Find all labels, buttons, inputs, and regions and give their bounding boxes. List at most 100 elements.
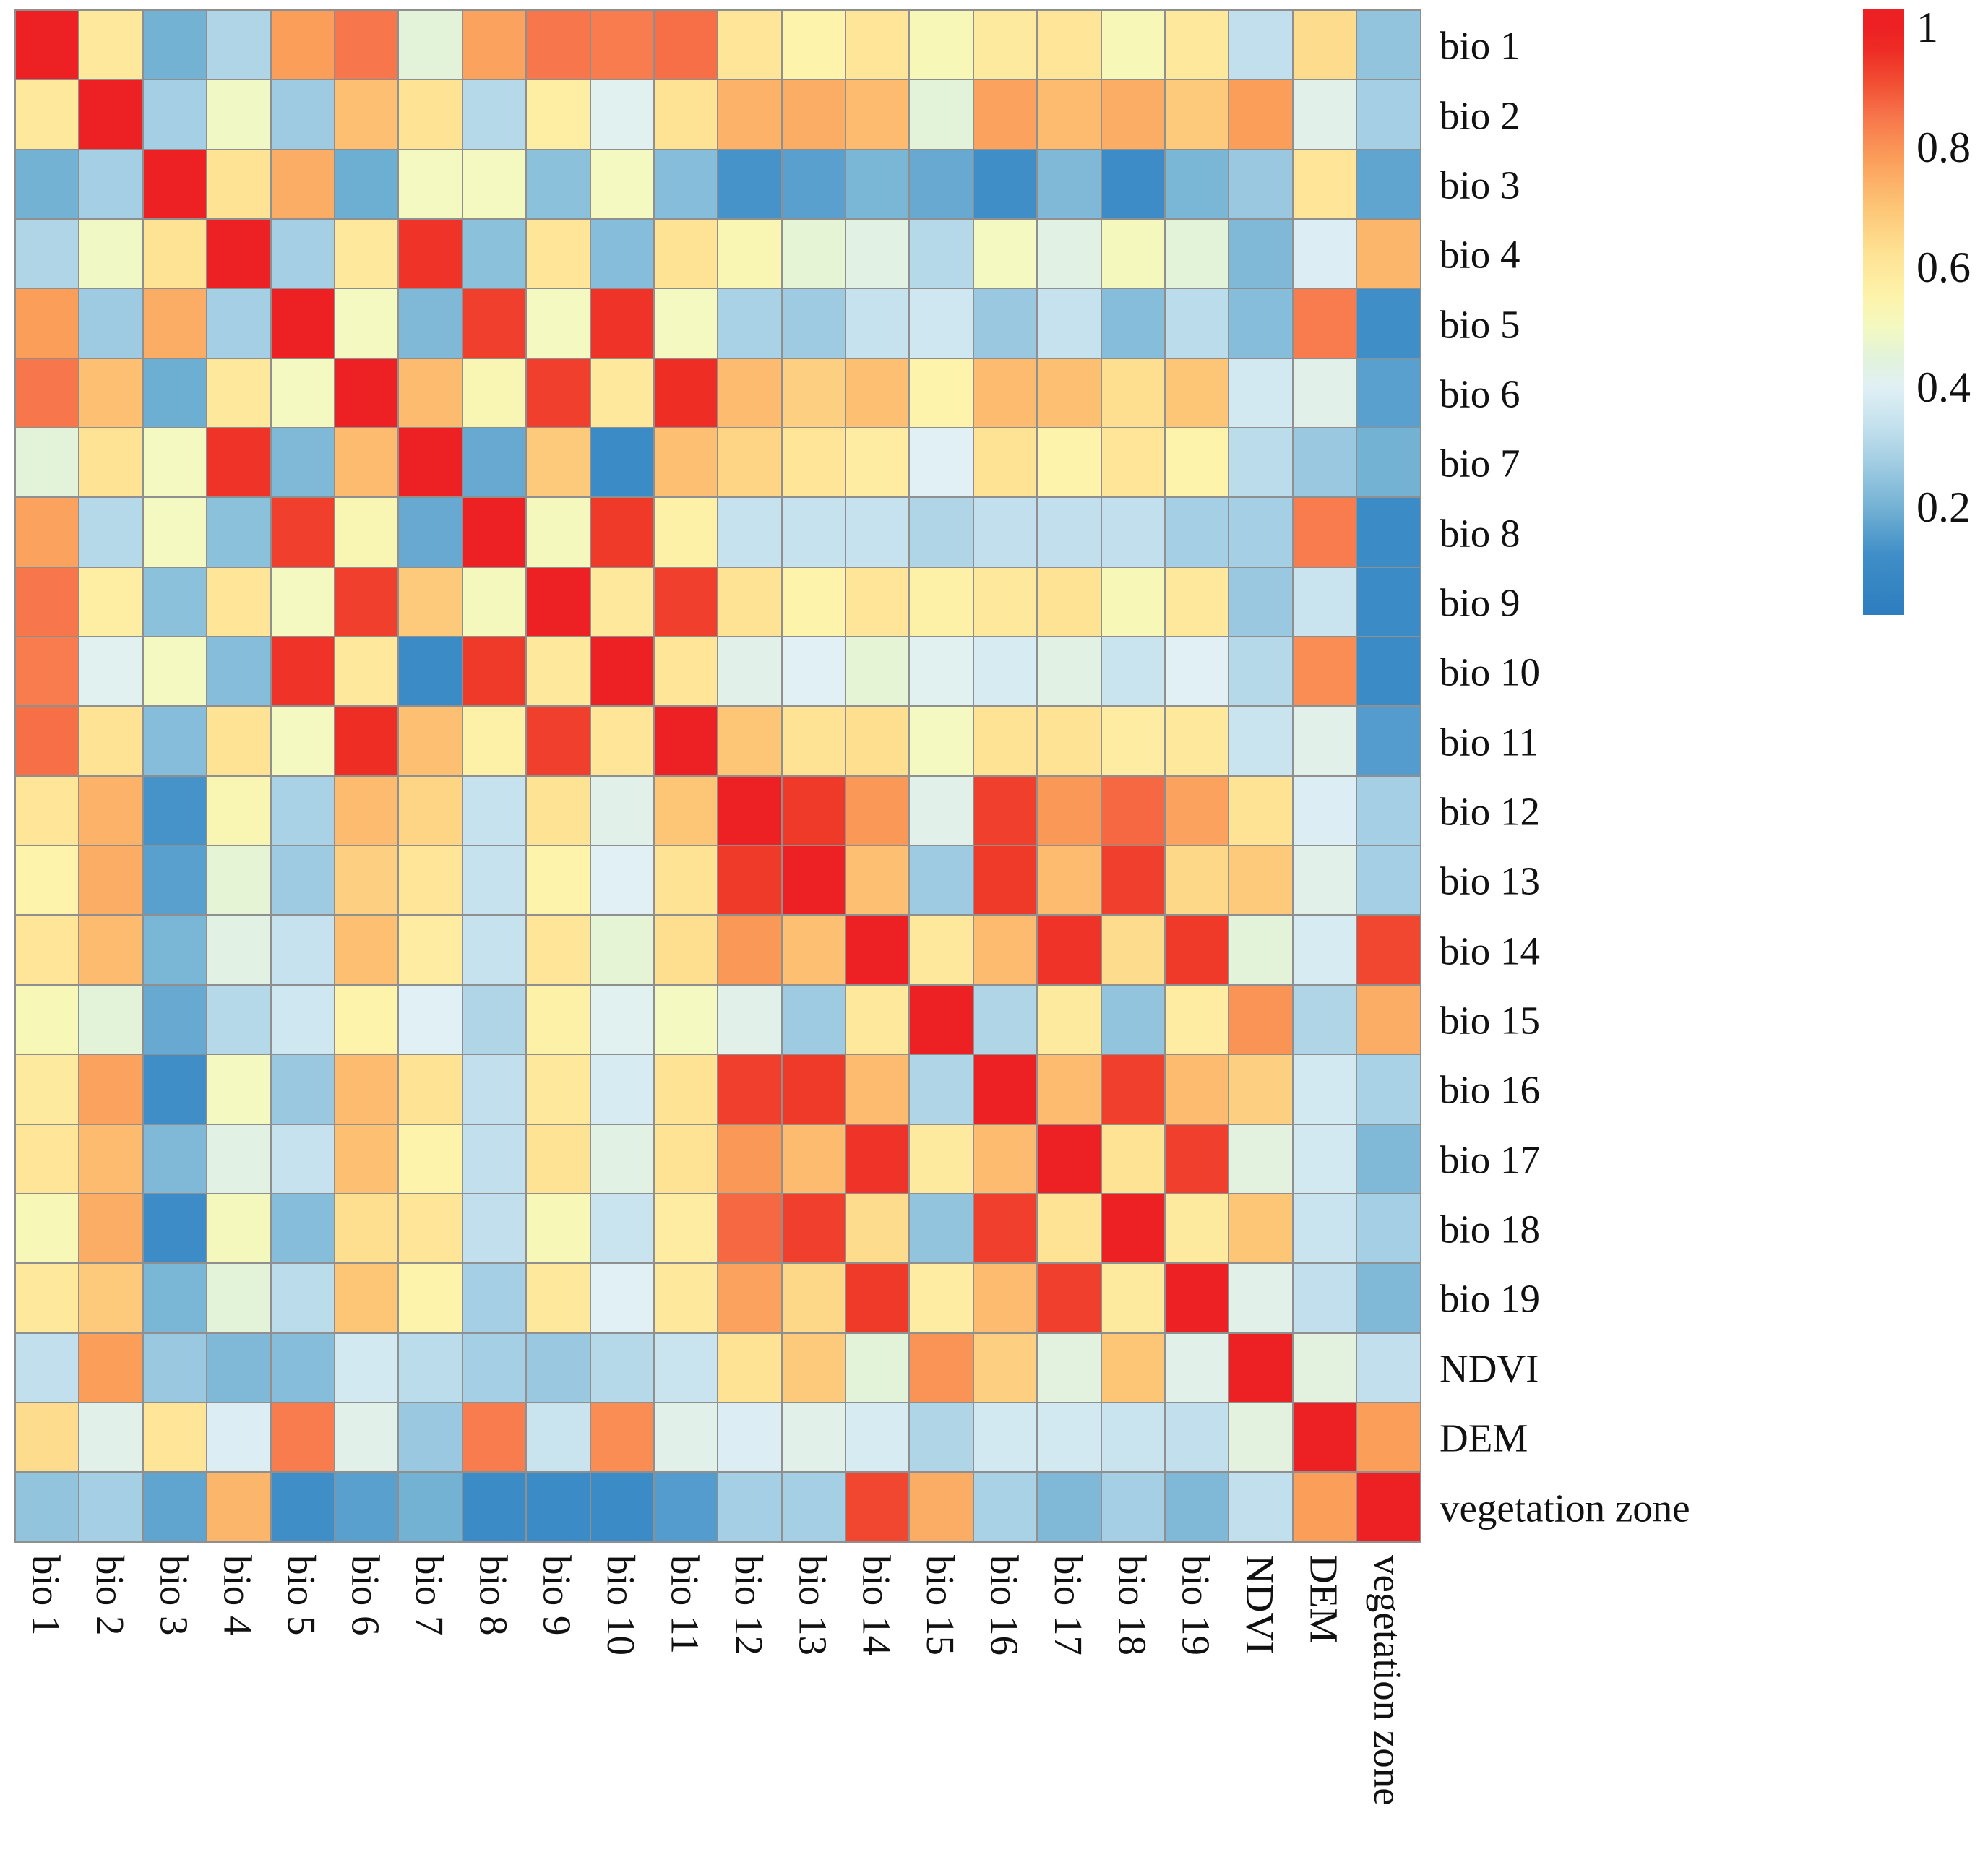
- heatmap-cell: [16, 846, 79, 915]
- heatmap-cell: [1229, 1055, 1292, 1124]
- heatmap-cell: [1293, 358, 1356, 428]
- y-tick-label: bio 9: [1440, 580, 1520, 625]
- heatmap-cell: [1166, 289, 1228, 358]
- heatmap-cell: [654, 1194, 718, 1263]
- heatmap-cell: [399, 358, 462, 428]
- heatmap-cell: [973, 428, 1037, 497]
- heatmap-cell: [846, 150, 909, 219]
- heatmap-cell: [973, 498, 1037, 567]
- heatmap-cell: [1101, 428, 1165, 497]
- heatmap-cell: [79, 776, 142, 845]
- heatmap-cell: [399, 637, 462, 706]
- heatmap-cell: [973, 1403, 1037, 1472]
- heatmap-cell: [207, 11, 270, 79]
- colorbar-tick-label: 0.8: [1916, 123, 1971, 171]
- heatmap-cell: [207, 1055, 270, 1124]
- heatmap-cell: [462, 1194, 526, 1263]
- heatmap-cell: [79, 358, 142, 428]
- heatmap-cell: [1357, 220, 1420, 288]
- heatmap-cell: [271, 567, 334, 637]
- heatmap-cell: [462, 1473, 526, 1541]
- heatmap-cell: [462, 289, 526, 358]
- heatmap-cell: [527, 567, 590, 637]
- x-tick-label: bio 6: [343, 1555, 388, 1636]
- heatmap-cell: [846, 567, 909, 637]
- heatmap-cell: [590, 707, 653, 775]
- heatmap-cell: [462, 220, 526, 288]
- heatmap-cell: [399, 80, 462, 149]
- x-tick-label: bio 8: [471, 1555, 516, 1636]
- heatmap-cell: [973, 637, 1037, 706]
- heatmap-cell: [1293, 567, 1356, 637]
- heatmap-cell: [718, 707, 781, 775]
- heatmap-cell: [271, 498, 334, 567]
- heatmap-cell: [590, 220, 653, 288]
- heatmap-cell: [846, 1264, 909, 1332]
- heatmap-cell: [1166, 707, 1228, 775]
- heatmap-cell: [335, 11, 398, 79]
- heatmap-cell: [1166, 150, 1228, 219]
- heatmap-cell: [718, 846, 781, 915]
- heatmap-cell: [79, 289, 142, 358]
- heatmap-cell: [207, 1264, 270, 1332]
- heatmap-cell: [271, 1194, 334, 1263]
- heatmap-cell: [79, 1194, 142, 1263]
- heatmap-cell: [335, 428, 398, 497]
- heatmap-cell: [718, 1055, 781, 1124]
- heatmap-cell: [1166, 1264, 1228, 1332]
- heatmap-cell: [1357, 1333, 1420, 1402]
- heatmap-cell: [910, 1264, 973, 1332]
- heatmap-cell: [143, 916, 207, 984]
- heatmap-cell: [1357, 776, 1420, 845]
- heatmap-cell: [527, 1473, 590, 1541]
- heatmap-cell: [16, 1333, 79, 1402]
- heatmap-cell: [654, 1264, 718, 1332]
- heatmap-cell: [16, 80, 79, 149]
- heatmap-cell: [79, 637, 142, 706]
- heatmap-cell: [399, 1124, 462, 1193]
- heatmap-cell: [718, 220, 781, 288]
- heatmap-cell: [1229, 1333, 1292, 1402]
- heatmap-cell: [335, 985, 398, 1054]
- heatmap-cell: [143, 1264, 207, 1332]
- heatmap-cell: [16, 1473, 79, 1541]
- heatmap-cell: [1038, 498, 1101, 567]
- heatmap-cell: [16, 1264, 79, 1332]
- heatmap-cell: [527, 11, 590, 79]
- heatmap-cell: [335, 567, 398, 637]
- heatmap-cell: [143, 289, 207, 358]
- heatmap-cell: [207, 498, 270, 567]
- heatmap-cell: [1101, 150, 1165, 219]
- heatmap-cell: [1293, 220, 1356, 288]
- heatmap-cell: [1293, 1194, 1356, 1263]
- heatmap-cell: [1166, 220, 1228, 288]
- heatmap-cell: [16, 1403, 79, 1472]
- heatmap-cell: [143, 1055, 207, 1124]
- heatmap-cell: [462, 776, 526, 845]
- heatmap-cell: [590, 1055, 653, 1124]
- heatmap-cell: [462, 1333, 526, 1402]
- heatmap-cell: [590, 637, 653, 706]
- heatmap-cell: [1101, 1264, 1165, 1332]
- heatmap-cell: [462, 916, 526, 984]
- heatmap-cell: [1229, 428, 1292, 497]
- heatmap-cell: [527, 776, 590, 845]
- heatmap-cell: [79, 916, 142, 984]
- heatmap-cell: [143, 1333, 207, 1402]
- heatmap-cell: [527, 637, 590, 706]
- heatmap-cell: [527, 1403, 590, 1472]
- heatmap-cell: [910, 358, 973, 428]
- heatmap-cell: [271, 985, 334, 1054]
- heatmap-cell: [973, 1333, 1037, 1402]
- heatmap-cell: [1038, 1124, 1101, 1193]
- heatmap-cell: [1166, 80, 1228, 149]
- heatmap-cell: [271, 11, 334, 79]
- heatmap-cell: [527, 1055, 590, 1124]
- heatmap-cell: [973, 1194, 1037, 1263]
- heatmap-cell: [143, 428, 207, 497]
- heatmap-cell: [910, 1403, 973, 1472]
- heatmap-cell: [910, 776, 973, 845]
- x-tick-label: DEM: [1301, 1555, 1346, 1644]
- heatmap-cell: [207, 1473, 270, 1541]
- heatmap-cell: [335, 707, 398, 775]
